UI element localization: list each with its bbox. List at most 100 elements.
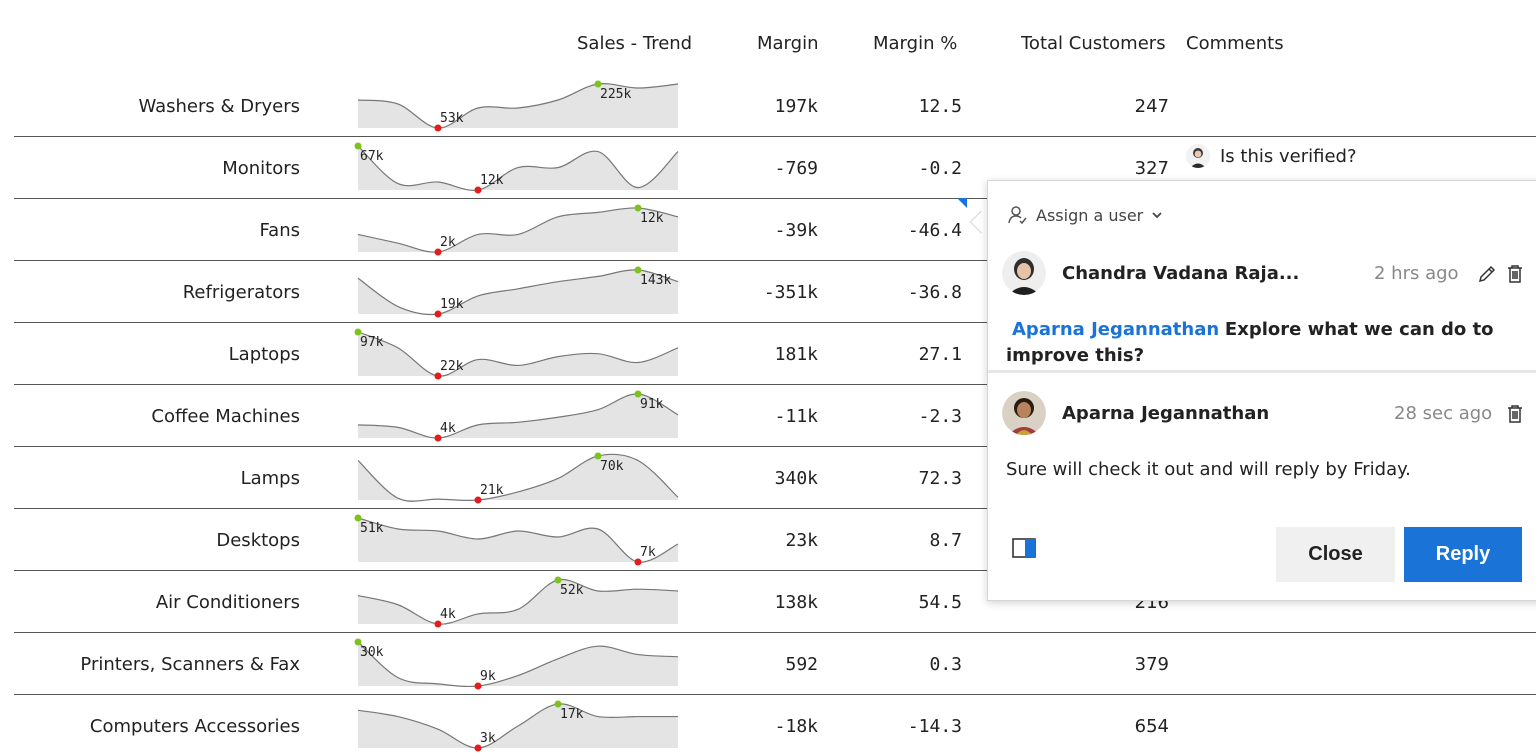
customers-value: 654 [1134,716,1169,737]
sales-trend-sparkline: 143k 19k [357,266,679,318]
header-sales-trend: Sales - Trend [577,33,693,54]
sales-trend-sparkline: 17k 3k [357,700,678,752]
min-point [434,434,442,442]
margin-value: 340k [774,468,818,489]
delete-icon[interactable] [1504,403,1526,425]
min-label: 3k [480,731,496,746]
category-label: Washers & Dryers [138,96,300,117]
margin-pct-value: 72.3 [918,468,962,489]
min-point [434,248,442,256]
trend-line [357,82,679,129]
comment-hint-text: Is this verified? [1220,145,1357,167]
margin-value: 23k [785,530,818,551]
max-label: 12k [640,211,664,226]
comment-time: 2 hrs ago [1374,263,1459,284]
max-point [354,328,362,336]
max-point [354,142,362,150]
reply-button[interactable]: Reply [1404,527,1522,582]
trend-area [358,454,678,502]
margin-pct-value: -0.2 [918,158,962,179]
margin-pct-value: 54.5 [918,592,962,613]
min-point [474,744,482,752]
margin-value: 181k [774,344,818,365]
sales-trend-sparkline: 70k 21k [357,452,679,504]
margin-pct-value: -46.4 [907,220,962,241]
sales-trend-sparkline: 225k 53k [357,80,679,132]
user-assign-icon [1008,206,1027,225]
min-point [434,372,442,380]
comment-popup: Assign a user Chandra Vadana Raja... 2 h… [987,180,1536,601]
comment-hint[interactable]: Is this verified? [1186,143,1357,169]
min-label: 4k [440,607,456,622]
margin-value: -39k [774,220,818,241]
trend-line [357,453,679,502]
trend-area [358,579,678,625]
trend-area [358,642,678,687]
row-divider [14,136,1536,137]
margin-pct-value: 27.1 [918,344,962,365]
max-label: 51k [360,521,384,536]
min-label: 12k [480,173,504,188]
category-label: Desktops [216,530,300,551]
min-point [634,558,642,566]
max-point [354,638,362,646]
comment-body: Aparna Jegannathan Explore what we can d… [1006,317,1506,369]
max-label: 97k [360,335,384,350]
min-label: 7k [640,545,656,560]
max-point [594,452,602,460]
category-label: Coffee Machines [151,406,300,427]
min-point [474,682,482,690]
edit-icon[interactable] [1476,263,1498,285]
max-label: 143k [640,273,671,288]
category-label: Laptops [228,344,300,365]
trend-line [357,269,679,316]
user-mention[interactable]: Aparna Jegannathan [1012,319,1220,340]
sales-trend-sparkline: 52k 4k [357,576,679,628]
min-label: 53k [440,111,464,126]
min-label: 22k [440,359,464,374]
row-divider [14,198,1536,199]
category-label: Refrigerators [182,282,300,303]
margin-pct-value: -36.8 [907,282,962,303]
sales-trend-sparkline: 30k 9k [354,638,679,690]
customers-value: 327 [1134,158,1169,179]
trend-area [358,703,678,749]
comment-author: Aparna Jegannathan [1062,402,1270,424]
trend-area [358,83,678,129]
max-point [634,390,642,398]
margin-pct-value: -14.3 [907,716,962,737]
delete-icon[interactable] [1504,263,1526,285]
row-divider [14,260,1536,261]
avatar [1002,391,1046,435]
side-panel-icon[interactable] [1012,538,1036,558]
trend-line [357,517,679,563]
trend-area [358,393,678,439]
comment-marker[interactable] [957,198,967,208]
margin-pct-value: 0.3 [929,654,962,675]
max-point [554,576,562,584]
header-margin-pct: Margin % [873,33,958,54]
category-label: Printers, Scanners & Fax [80,654,300,675]
min-label: 9k [480,669,496,684]
assign-user-label: Assign a user [1036,205,1144,225]
sales-trend-sparkline: 67k 12k [354,142,679,194]
assign-user-dropdown[interactable]: Assign a user [1008,205,1163,225]
margin-value: -769 [774,158,818,179]
row-divider [14,446,1536,447]
margin-value: -351k [763,282,818,303]
category-label: Air Conditioners [155,592,300,613]
min-point [434,124,442,132]
sales-trend-sparkline: 91k 4k [357,390,679,442]
category-label: Lamps [240,468,300,489]
max-label: 52k [560,583,584,598]
chevron-down-icon [1152,212,1162,219]
margin-value: 138k [774,592,818,613]
trend-line [357,641,679,688]
trend-area [358,207,678,253]
close-button[interactable]: Close [1276,527,1395,582]
min-label: 19k [440,297,464,312]
trend-area [358,269,678,315]
margin-value: -18k [774,716,818,737]
margin-pct-value: 12.5 [918,96,962,117]
row-divider [14,384,1536,385]
